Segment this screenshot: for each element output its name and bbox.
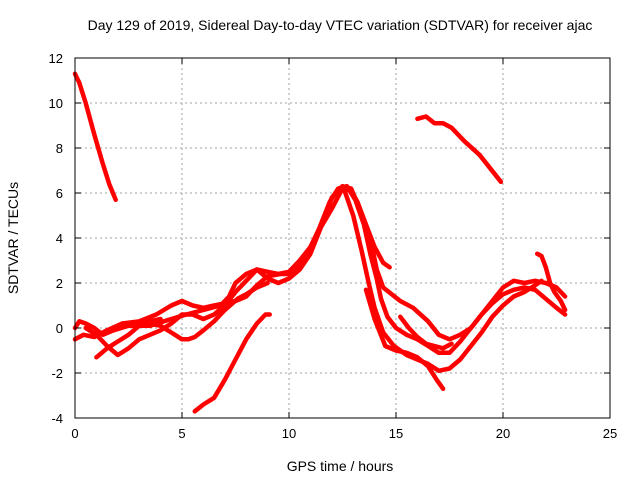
axis-ticks: 0 5 10 15 20 25 -4 -2 0 2 4 6 8 10 12 bbox=[49, 51, 618, 441]
series-arc-2 bbox=[415, 114, 504, 185]
series-arc-9 bbox=[534, 251, 568, 313]
y-tick-label: 8 bbox=[56, 141, 63, 156]
gridlines bbox=[75, 58, 610, 418]
series-arc-4 bbox=[72, 183, 568, 356]
y-tick-label: 0 bbox=[56, 321, 63, 336]
y-tick-label: 4 bbox=[56, 231, 63, 246]
series-arc-6 bbox=[192, 312, 272, 414]
x-axis-label: GPS time / hours bbox=[287, 458, 394, 474]
chart-title: Day 129 of 2019, Sidereal Day-to-day VTE… bbox=[88, 17, 593, 33]
data-series bbox=[72, 71, 568, 414]
x-tick-label: 10 bbox=[282, 426, 296, 441]
x-tick-label: 5 bbox=[178, 426, 185, 441]
series-arc-5 bbox=[83, 186, 392, 358]
y-tick-label: 2 bbox=[56, 276, 63, 291]
x-tick-label: 0 bbox=[71, 426, 78, 441]
x-tick-label: 20 bbox=[496, 426, 510, 441]
x-tick-label: 25 bbox=[603, 426, 617, 441]
y-tick-label: 10 bbox=[49, 96, 63, 111]
y-tick-label: -4 bbox=[51, 411, 63, 426]
series-arc-1 bbox=[72, 71, 118, 203]
series-arc-12 bbox=[398, 314, 454, 351]
series-arc-11 bbox=[94, 316, 163, 360]
y-tick-label: -2 bbox=[51, 366, 63, 381]
x-tick-label: 15 bbox=[389, 426, 403, 441]
series-arc-10 bbox=[147, 280, 270, 342]
y-tick-label: 6 bbox=[56, 186, 63, 201]
y-axis-label: SDTVAR / TECUs bbox=[5, 182, 21, 294]
y-tick-label: 12 bbox=[49, 51, 63, 66]
series-arc-8 bbox=[342, 188, 544, 374]
